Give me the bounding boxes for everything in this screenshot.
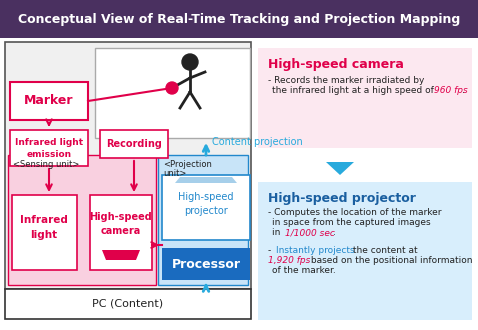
- FancyBboxPatch shape: [12, 195, 77, 270]
- Text: Processor: Processor: [172, 257, 240, 271]
- Text: emission: emission: [26, 150, 72, 159]
- Text: 960 fps: 960 fps: [434, 86, 468, 95]
- FancyBboxPatch shape: [258, 182, 472, 320]
- Text: the infrared light at a high speed of: the infrared light at a high speed of: [272, 86, 437, 95]
- Text: - Computes the location of the marker: - Computes the location of the marker: [268, 208, 442, 217]
- Circle shape: [166, 82, 178, 94]
- Text: .: .: [333, 228, 336, 237]
- Text: in space from the captured images: in space from the captured images: [272, 218, 431, 227]
- Text: Recording: Recording: [106, 139, 162, 149]
- FancyBboxPatch shape: [100, 130, 168, 158]
- Text: light: light: [31, 230, 57, 240]
- Polygon shape: [326, 162, 354, 175]
- Text: of the marker.: of the marker.: [272, 266, 336, 275]
- FancyBboxPatch shape: [10, 82, 88, 120]
- FancyBboxPatch shape: [5, 42, 251, 289]
- Text: projector: projector: [184, 206, 228, 216]
- Text: Content projection: Content projection: [212, 137, 303, 147]
- FancyBboxPatch shape: [5, 289, 251, 319]
- Text: High-speed camera: High-speed camera: [268, 58, 404, 71]
- FancyBboxPatch shape: [95, 48, 250, 138]
- Text: the content at: the content at: [350, 246, 421, 255]
- Text: 1/1000 sec: 1/1000 sec: [285, 228, 335, 237]
- Text: .: .: [462, 86, 465, 95]
- Text: -: -: [268, 246, 274, 255]
- FancyBboxPatch shape: [258, 48, 472, 148]
- Polygon shape: [102, 250, 140, 260]
- Text: Infrared: Infrared: [20, 215, 68, 225]
- FancyBboxPatch shape: [158, 155, 248, 285]
- FancyBboxPatch shape: [90, 195, 152, 270]
- Text: camera: camera: [101, 226, 141, 236]
- FancyBboxPatch shape: [10, 130, 88, 166]
- Text: <Projection: <Projection: [163, 160, 212, 169]
- Text: in: in: [272, 228, 283, 237]
- Text: High-speed projector: High-speed projector: [268, 192, 416, 205]
- Text: - Records the marker irradiated by: - Records the marker irradiated by: [268, 76, 424, 85]
- Text: based on the positional information: based on the positional information: [308, 256, 472, 265]
- Text: High-speed: High-speed: [178, 192, 234, 202]
- Text: unit>: unit>: [163, 169, 186, 178]
- FancyBboxPatch shape: [162, 248, 250, 280]
- Text: Conceptual View of Real-Time Tracking and Projection Mapping: Conceptual View of Real-Time Tracking an…: [18, 14, 460, 26]
- Circle shape: [182, 54, 198, 70]
- Text: PC (Content): PC (Content): [92, 299, 163, 309]
- Text: <Sensing unit>: <Sensing unit>: [13, 160, 79, 169]
- FancyBboxPatch shape: [162, 175, 250, 240]
- Text: High-speed: High-speed: [89, 212, 152, 222]
- Text: Instantly projects: Instantly projects: [276, 246, 355, 255]
- Polygon shape: [175, 177, 237, 183]
- FancyBboxPatch shape: [0, 0, 478, 38]
- FancyBboxPatch shape: [8, 155, 156, 285]
- Text: Marker: Marker: [24, 94, 74, 108]
- Text: Infrared light: Infrared light: [15, 138, 83, 147]
- Text: 1,920 fps: 1,920 fps: [268, 256, 310, 265]
